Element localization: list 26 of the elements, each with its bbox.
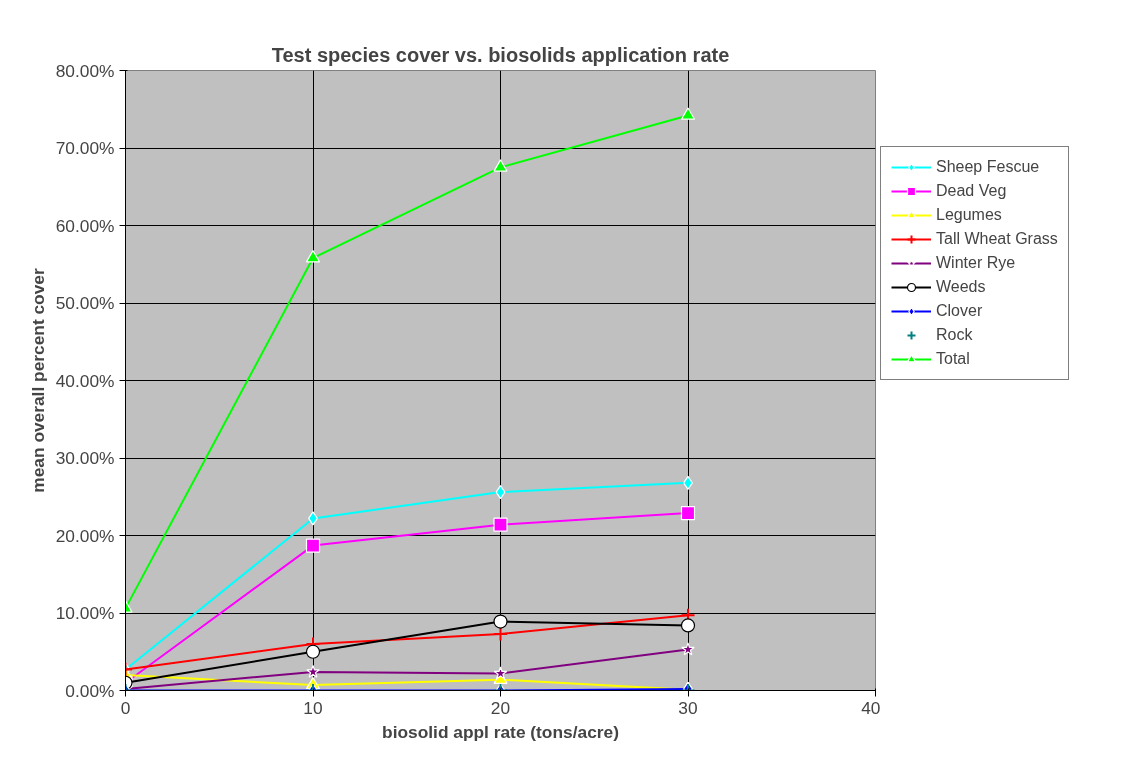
y-tick-label: 30.00% [55,448,115,468]
chart-title: Test species cover vs. biosolids application rate [271,43,730,66]
x-tick-label: 10 [303,697,323,718]
legend-label: Weeds [936,278,986,296]
legend-label: Clover [936,302,983,320]
legend-label: Dead Veg [936,182,1007,200]
legend-label: Legumes [936,206,1002,224]
x-tick-label: 40 [861,697,881,718]
legend-label: Rock [936,326,973,344]
legend-label: Sheep Fescue [936,158,1040,176]
x-tick-label: 30 [678,697,698,718]
y-tick-label: 20.00% [55,525,115,546]
y-tick-label: 60.00% [55,215,115,236]
legend-label: Tall Wheat Grass [936,230,1058,248]
x-tick-label: 20 [490,697,511,718]
y-axis-title: mean overall percent cover [27,268,48,493]
y-tick-label: 70.00% [55,138,115,158]
y-tick-label: 50.00% [55,293,115,313]
y-tick-label: 40.00% [55,370,115,391]
legend-label: Total [936,350,970,368]
y-tick-label: 80.00% [55,60,115,81]
x-axis-title: biosolid appl rate (tons/acre) [382,721,619,742]
y-tick-label: 0.00% [65,680,115,701]
legend-label: Winter Rye [936,254,1016,272]
x-tick-label: 0 [120,697,131,718]
y-tick-label: 10.00% [55,603,115,623]
